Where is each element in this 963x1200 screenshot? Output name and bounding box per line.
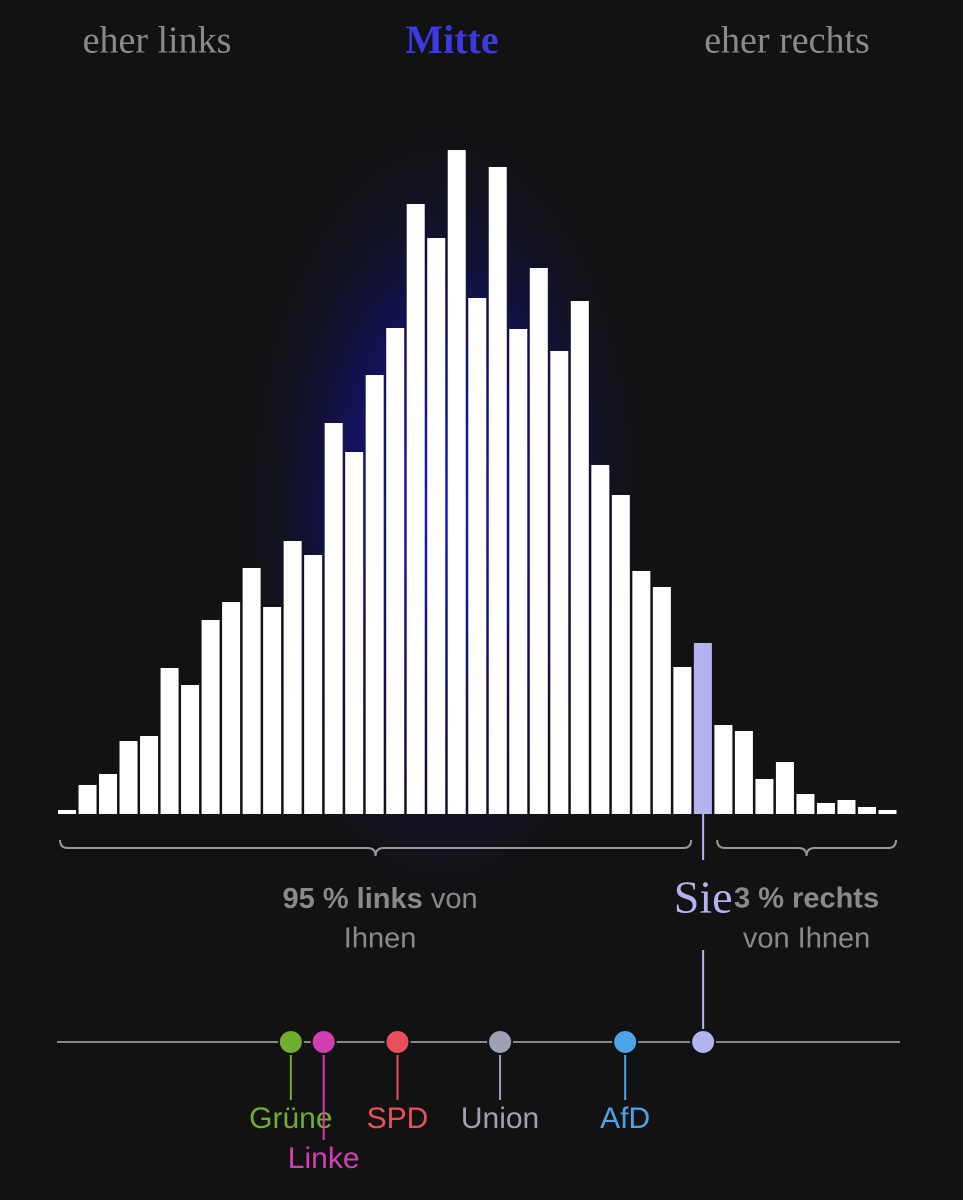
- heading-left: eher links: [83, 20, 232, 62]
- summary-rest: von: [431, 883, 478, 915]
- bar: [99, 774, 118, 814]
- bar: [796, 794, 815, 814]
- bar: [304, 555, 323, 814]
- party-label: AfD: [600, 1102, 650, 1135]
- party-dot: [277, 1029, 304, 1055]
- bar: [160, 668, 179, 814]
- bar: [693, 643, 712, 814]
- party-label: Union: [461, 1102, 539, 1135]
- summary-right: 3 % rechts: [734, 883, 879, 915]
- bar: [201, 620, 220, 814]
- bar: [58, 810, 77, 814]
- summary-right-line2: von Ihnen: [743, 923, 870, 955]
- heading-right: eher rechts: [704, 20, 870, 62]
- bar: [673, 667, 692, 814]
- party-label: Linke: [288, 1142, 360, 1175]
- party-dot: [487, 1029, 514, 1055]
- bar: [406, 204, 425, 814]
- bar: [529, 268, 548, 814]
- bar: [181, 685, 200, 814]
- bar: [632, 571, 651, 814]
- bar: [488, 167, 507, 814]
- bar: [714, 725, 733, 814]
- bar: [816, 803, 835, 814]
- bar: [550, 351, 569, 814]
- bar: [140, 736, 159, 814]
- bar: [652, 587, 671, 814]
- summary-left-line2: Ihnen: [344, 923, 417, 955]
- bar: [468, 298, 487, 814]
- bar: [242, 568, 261, 814]
- bar: [878, 810, 897, 814]
- bar: [345, 452, 364, 814]
- heading-center: Mitte: [405, 17, 498, 62]
- bar: [283, 541, 302, 814]
- you-dot: [690, 1029, 717, 1055]
- party-label: Grüne: [249, 1102, 332, 1135]
- bar: [447, 150, 466, 814]
- bar: [78, 785, 97, 814]
- party-dot: [310, 1029, 337, 1055]
- bar: [734, 731, 753, 814]
- bar: [570, 301, 589, 814]
- you-label: Sie: [674, 872, 733, 923]
- bar: [837, 800, 856, 814]
- party-dot: [384, 1029, 411, 1055]
- bar: [775, 762, 794, 814]
- bar: [755, 779, 774, 814]
- brace: [716, 839, 897, 857]
- brace: [59, 839, 693, 857]
- summary-left: 95 % links von: [283, 883, 478, 915]
- bar: [386, 328, 405, 814]
- bar: [427, 238, 446, 814]
- bar: [509, 329, 528, 814]
- bar: [857, 807, 876, 814]
- bar: [365, 375, 384, 814]
- bar: [119, 741, 138, 814]
- bar: [222, 602, 241, 814]
- bar: [263, 607, 282, 814]
- bar: [611, 495, 630, 814]
- party-label: SPD: [367, 1102, 429, 1135]
- bar: [324, 423, 343, 814]
- summary-strong: 95 % links: [283, 883, 423, 915]
- party-dot: [612, 1029, 639, 1055]
- bar: [591, 465, 610, 814]
